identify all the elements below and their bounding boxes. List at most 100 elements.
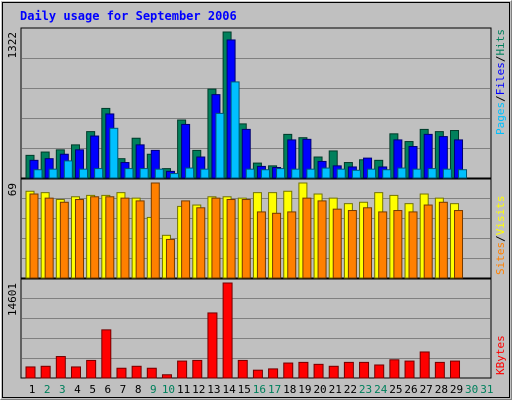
bar-sites-day-18 [287,211,297,279]
bar-kbytes-day-2 [40,365,51,379]
bar-sites-day-1 [29,193,39,279]
legend-item-visits: Visits [494,196,507,236]
bar-pages-day-4 [78,168,88,179]
legend-hits-files-pages: Pages/Files/Hits [494,29,507,135]
legend-separator: / [494,95,507,102]
bar-sites-day-24 [378,211,388,279]
legend-kbytes: KBytes [494,335,507,375]
bar-kbytes-day-11 [177,360,188,379]
bar-sites-day-16 [256,211,266,279]
legend-item-sites: Sites [494,242,507,275]
bar-pages-day-1 [33,169,43,179]
x-tick-label-day-27: 27 [420,383,433,396]
x-tick-label-day-2: 2 [44,383,51,396]
x-tick-label-day-15: 15 [238,383,251,396]
bar-kbytes-day-10 [161,374,172,379]
bar-sites-day-11 [181,200,191,279]
x-tick-label-day-22: 22 [344,383,357,396]
bar-kbytes-day-4 [70,366,81,379]
x-tick-label-day-31: 31 [480,383,493,396]
bar-kbytes-day-8 [131,365,142,379]
bar-sites-day-28 [438,201,448,279]
bar-pages-day-14 [230,81,240,179]
bar-kbytes-day-20 [313,363,324,379]
x-tick-label-day-9: 9 [150,383,157,396]
bar-pages-day-25 [397,167,407,179]
bar-sites-day-25 [393,210,403,279]
bar-pages-day-21 [336,168,346,179]
bar-kbytes-day-25 [389,359,400,379]
x-tick-label-day-23: 23 [359,383,372,396]
bar-pages-day-6 [109,127,119,179]
x-tick-label-day-11: 11 [177,383,190,396]
bar-kbytes-day-16 [252,369,263,379]
legend-separator: / [494,235,507,242]
legend-item-kbytes: KBytes [494,335,507,375]
bar-sites-day-15 [241,199,251,279]
max-label-kbytes: 14601 [6,283,19,316]
bar-sites-day-22 [347,210,357,279]
bar-pages-day-8 [139,168,149,179]
max-label-visits-sites: 69 [6,183,19,196]
legend-visits-sites: Sites/Visits [494,196,507,276]
bar-kbytes-day-26 [404,360,415,379]
x-tick-label-day-30: 30 [465,383,478,396]
x-tick-label-day-5: 5 [89,383,96,396]
x-tick-label-day-16: 16 [253,383,266,396]
bar-pages-day-22 [351,169,361,179]
bar-kbytes-day-22 [343,361,354,379]
bar-kbytes-day-21 [328,365,339,379]
legend-separator: / [494,56,507,63]
x-tick-label-day-13: 13 [207,383,220,396]
bar-sites-day-23 [363,207,373,279]
bar-pages-day-3 [63,160,73,179]
x-tick-label-day-21: 21 [329,383,342,396]
bar-pages-day-27 [427,168,437,179]
bar-sites-day-20 [317,200,327,279]
bar-sites-day-10 [165,238,175,279]
bar-pages-day-7 [124,168,134,179]
bar-pages-day-26 [412,168,422,179]
bar-kbytes-day-23 [359,361,370,379]
bar-kbytes-day-1 [25,366,36,379]
max-label-hits-files-pages: 1322 [6,32,19,59]
bar-sites-day-2 [44,197,54,279]
x-tick-label-day-3: 3 [59,383,66,396]
bar-kbytes-day-5 [86,359,97,379]
bar-kbytes-day-27 [419,351,430,379]
x-tick-label-day-6: 6 [104,383,111,396]
bar-sites-day-19 [302,197,312,279]
bar-sites-day-29 [454,210,464,279]
bar-pages-day-13 [215,112,225,179]
bar-sites-day-3 [59,201,69,279]
bar-pages-day-10 [169,173,179,179]
bar-pages-day-2 [48,168,58,179]
x-tick-label-day-18: 18 [283,383,296,396]
bar-pages-day-9 [154,168,164,179]
bar-sites-day-4 [74,199,84,279]
bar-sites-day-9 [150,182,160,279]
bar-pages-day-16 [260,169,270,179]
bar-pages-day-29 [458,169,468,179]
bar-pages-day-28 [442,168,452,179]
bar-pages-day-24 [382,169,392,179]
bar-kbytes-day-24 [374,364,385,379]
bar-sites-day-17 [272,212,282,279]
bar-sites-day-21 [332,208,342,279]
bar-sites-day-12 [196,207,206,279]
bar-kbytes-day-29 [450,360,461,379]
x-tick-label-day-24: 24 [374,383,388,396]
x-tick-label-day-19: 19 [298,383,311,396]
legend-item-hits: Hits [494,29,507,56]
bar-pages-day-15 [245,168,255,179]
legend-item-files: Files [494,62,507,95]
bar-kbytes-day-6 [101,329,112,379]
chart-title: Daily usage for September 2006 [20,9,237,23]
bar-sites-day-14 [226,199,236,279]
bar-pages-day-18 [291,168,301,179]
x-tick-label-day-7: 7 [120,383,127,396]
x-tick-label-day-25: 25 [389,383,402,396]
bar-kbytes-day-3 [55,356,66,379]
